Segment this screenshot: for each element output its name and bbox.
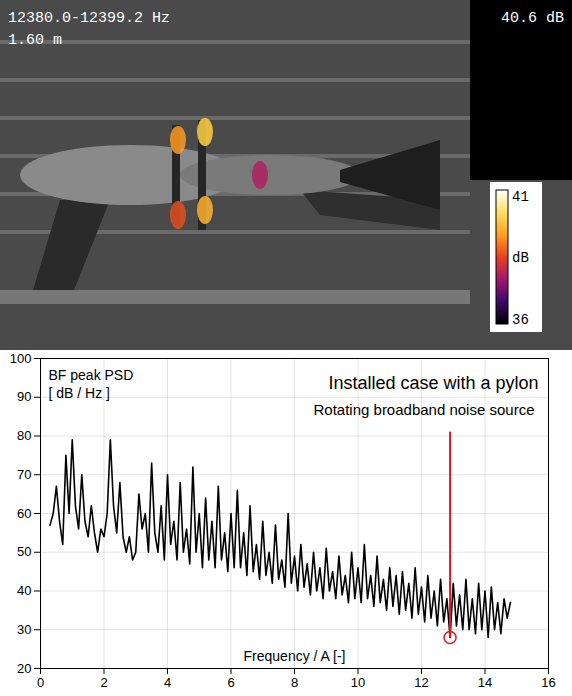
svg-text:8: 8 [291,675,298,690]
svg-text:16: 16 [541,675,555,690]
svg-text:12380.0-12399.2 Hz: 12380.0-12399.2 Hz [8,10,170,27]
svg-text:40.6 dB: 40.6 dB [501,10,564,27]
svg-text:40: 40 [17,583,31,598]
svg-text:[ dB / Hz ]: [ dB / Hz ] [49,385,110,401]
svg-text:6: 6 [227,675,234,690]
svg-text:80: 80 [17,428,31,443]
svg-text:60: 60 [17,506,31,521]
svg-text:20: 20 [17,661,31,676]
svg-text:70: 70 [17,467,31,482]
svg-text:90: 90 [17,389,31,404]
svg-text:36: 36 [512,312,529,328]
svg-text:100: 100 [10,351,32,366]
svg-text:4: 4 [164,675,171,690]
svg-text:1.60 m: 1.60 m [8,32,62,49]
svg-text:41: 41 [512,189,529,205]
svg-text:BF peak PSD: BF peak PSD [49,367,134,383]
svg-text:dB: dB [512,250,529,266]
svg-text:30: 30 [17,622,31,637]
svg-text:Rotating broadband noise sourc: Rotating broadband noise source [314,401,535,418]
svg-text:0: 0 [37,675,44,690]
svg-text:2: 2 [100,675,107,690]
svg-text:Installed case with a pylon: Installed case with a pylon [328,373,538,393]
svg-text:50: 50 [17,544,31,559]
svg-text:Frequency / A [-]: Frequency / A [-] [244,648,346,664]
svg-text:10: 10 [351,675,365,690]
svg-text:12: 12 [414,675,428,690]
svg-text:14: 14 [478,675,492,690]
